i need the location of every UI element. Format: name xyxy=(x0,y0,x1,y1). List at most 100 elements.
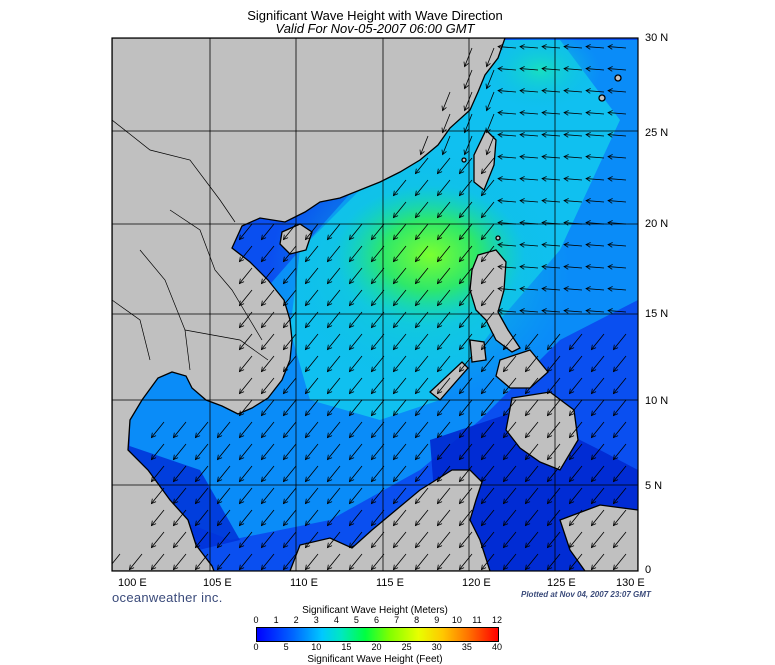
wave-direction-arrow xyxy=(607,176,627,182)
wave-direction-arrow xyxy=(326,443,341,461)
wave-direction-arrow xyxy=(238,465,253,483)
wave-direction-arrow xyxy=(260,377,275,395)
lat-label: 5 N xyxy=(645,480,663,492)
wave-direction-arrow xyxy=(497,176,517,182)
wave-direction-arrow xyxy=(370,333,385,351)
wave-direction-arrow xyxy=(524,531,539,549)
borneo-island xyxy=(289,469,491,571)
wave-direction-arrow xyxy=(260,421,275,439)
wave-direction-arrow xyxy=(370,509,385,527)
wave-direction-arrow xyxy=(216,553,231,571)
wave-direction-arrow xyxy=(414,201,429,219)
wave-direction-arrow xyxy=(497,154,517,160)
ryukyu-island xyxy=(598,94,606,102)
mindoro-island xyxy=(469,339,487,363)
wave-direction-arrow xyxy=(502,377,517,395)
wave-direction-arrow xyxy=(370,443,385,461)
wave-direction-arrow xyxy=(612,377,627,395)
wave-direction-arrow xyxy=(480,267,495,285)
wave-direction-arrow xyxy=(370,531,385,549)
wave-direction-arrow xyxy=(519,176,539,182)
wave-direction-arrow xyxy=(282,443,297,461)
wave-direction-arrow xyxy=(585,66,605,72)
wave-direction-arrow xyxy=(238,487,253,505)
wave-direction-arrow xyxy=(480,531,495,549)
wave-direction-arrow xyxy=(590,421,605,439)
wave-direction-arrow xyxy=(607,286,627,292)
wave-direction-arrow xyxy=(463,69,473,90)
wave-direction-arrow xyxy=(172,487,187,505)
wave-direction-arrow xyxy=(150,531,165,549)
wave-direction-arrow xyxy=(414,421,429,439)
wave-direction-arrow xyxy=(563,110,583,116)
wave-direction-arrow xyxy=(458,377,473,395)
wave-direction-arrow xyxy=(326,553,341,571)
wave-direction-arrow xyxy=(585,264,605,270)
wave-direction-arrow xyxy=(441,91,451,112)
wave-direction-arrow xyxy=(194,509,209,527)
wave-direction-arrow xyxy=(607,132,627,138)
wave-direction-arrow xyxy=(590,399,605,417)
map-title: Significant Wave Height with Wave Direct… xyxy=(247,8,503,23)
wave-direction-arrow xyxy=(392,311,407,329)
scale-tick-label: 30 xyxy=(431,642,442,652)
wave-direction-arrow xyxy=(585,242,605,248)
wave-direction-arrow xyxy=(436,377,451,395)
wave-direction-arrow xyxy=(392,531,407,549)
wave-direction-arrow xyxy=(414,245,429,263)
scale-tick-label: 6 xyxy=(373,615,379,625)
wave-direction-arrow xyxy=(282,421,297,439)
wave-direction-arrow xyxy=(541,66,561,72)
ryukyu-island xyxy=(614,74,622,82)
wave-direction-arrow xyxy=(238,355,253,373)
wave-direction-arrow xyxy=(150,553,165,571)
wave-direction-arrow xyxy=(480,223,495,241)
wave-direction-arrow xyxy=(568,553,583,571)
wave-direction-arrow xyxy=(348,377,363,395)
wave-direction-arrow xyxy=(541,220,561,226)
wave-direction-arrow xyxy=(282,487,297,505)
wave-direction-arrow xyxy=(519,44,539,50)
wave-direction-arrow xyxy=(238,333,253,351)
wave-direction-arrow xyxy=(326,267,341,285)
wave-direction-arrow xyxy=(436,443,451,461)
wave-direction-arrow xyxy=(172,465,187,483)
wave-direction-arrow xyxy=(590,487,605,505)
wave-map xyxy=(111,37,639,572)
wave-direction-arrow xyxy=(541,88,561,94)
wave-direction-arrow xyxy=(238,289,253,307)
wave-direction-arrow xyxy=(480,311,495,329)
wave-direction-arrow xyxy=(458,311,473,329)
wave-direction-arrow xyxy=(436,553,451,571)
pratas-island xyxy=(461,157,467,163)
scale-tick-label: 5 xyxy=(283,642,289,652)
wave-direction-arrow xyxy=(304,465,319,483)
wave-direction-arrow xyxy=(436,311,451,329)
wave-direction-arrow xyxy=(436,201,451,219)
wave-direction-arrow xyxy=(519,154,539,160)
wave-direction-arrow xyxy=(480,443,495,461)
wave-direction-arrow xyxy=(563,198,583,204)
wave-direction-arrow xyxy=(607,308,627,314)
wave-direction-arrow xyxy=(607,264,627,270)
wave-direction-arrow xyxy=(392,443,407,461)
wave-direction-arrow xyxy=(260,531,275,549)
wave-direction-arrow xyxy=(502,355,517,373)
wave-direction-arrow xyxy=(370,267,385,285)
lat-label: 20 N xyxy=(645,218,669,230)
wave-direction-arrow xyxy=(414,465,429,483)
wave-direction-arrow xyxy=(150,509,165,527)
wave-direction-arrow xyxy=(502,553,517,571)
wave-direction-arrow xyxy=(348,399,363,417)
wave-direction-arrow xyxy=(502,509,517,527)
wave-direction-arrow xyxy=(497,308,517,314)
wave-direction-arrow xyxy=(326,465,341,483)
lon-label: 110 E xyxy=(290,577,318,589)
lat-label: 30 N xyxy=(645,32,669,44)
wave-direction-arrow xyxy=(612,399,627,417)
wave-direction-arrow xyxy=(304,487,319,505)
wave-direction-arrow xyxy=(612,531,627,549)
wave-direction-arrow xyxy=(563,176,583,182)
wave-direction-arrow xyxy=(463,135,473,156)
wave-direction-arrow xyxy=(612,465,627,483)
